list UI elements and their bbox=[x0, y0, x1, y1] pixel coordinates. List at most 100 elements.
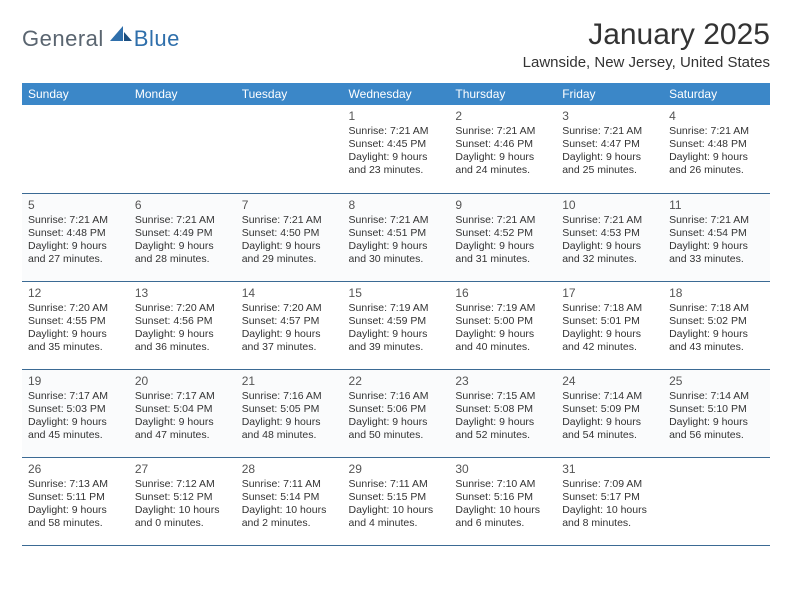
day-info: Sunrise: 7:21 AMSunset: 4:47 PMDaylight:… bbox=[562, 125, 657, 178]
sunset-text: Sunset: 4:50 PM bbox=[242, 227, 337, 240]
day-cell: 26Sunrise: 7:13 AMSunset: 5:11 PMDayligh… bbox=[22, 457, 129, 545]
day-header: Friday bbox=[556, 83, 663, 105]
day-cell: 1Sunrise: 7:21 AMSunset: 4:45 PMDaylight… bbox=[343, 105, 450, 193]
day-number: 10 bbox=[562, 198, 657, 212]
sunrise-text: Sunrise: 7:21 AM bbox=[669, 214, 764, 227]
sunrise-text: Sunrise: 7:18 AM bbox=[562, 302, 657, 315]
sunrise-text: Sunrise: 7:21 AM bbox=[562, 214, 657, 227]
sunset-text: Sunset: 5:04 PM bbox=[135, 403, 230, 416]
day-info: Sunrise: 7:21 AMSunset: 4:46 PMDaylight:… bbox=[455, 125, 550, 178]
sunrise-text: Sunrise: 7:21 AM bbox=[135, 214, 230, 227]
day-number: 11 bbox=[669, 198, 764, 212]
day-number: 27 bbox=[135, 462, 230, 476]
sunset-text: Sunset: 4:57 PM bbox=[242, 315, 337, 328]
day-number: 16 bbox=[455, 286, 550, 300]
day-info: Sunrise: 7:18 AMSunset: 5:01 PMDaylight:… bbox=[562, 302, 657, 355]
day-info: Sunrise: 7:14 AMSunset: 5:09 PMDaylight:… bbox=[562, 390, 657, 443]
sunset-text: Sunset: 4:46 PM bbox=[455, 138, 550, 151]
daylight-text: Daylight: 9 hours and 47 minutes. bbox=[135, 416, 230, 442]
day-cell: 5Sunrise: 7:21 AMSunset: 4:48 PMDaylight… bbox=[22, 193, 129, 281]
daylight-text: Daylight: 9 hours and 58 minutes. bbox=[28, 504, 123, 530]
day-number: 31 bbox=[562, 462, 657, 476]
sunrise-text: Sunrise: 7:21 AM bbox=[455, 125, 550, 138]
day-info: Sunrise: 7:21 AMSunset: 4:54 PMDaylight:… bbox=[669, 214, 764, 267]
day-cell: 15Sunrise: 7:19 AMSunset: 4:59 PMDayligh… bbox=[343, 281, 450, 369]
daylight-text: Daylight: 9 hours and 39 minutes. bbox=[349, 328, 444, 354]
day-info: Sunrise: 7:12 AMSunset: 5:12 PMDaylight:… bbox=[135, 478, 230, 531]
daylight-text: Daylight: 9 hours and 30 minutes. bbox=[349, 240, 444, 266]
day-cell: 28Sunrise: 7:11 AMSunset: 5:14 PMDayligh… bbox=[236, 457, 343, 545]
day-info: Sunrise: 7:14 AMSunset: 5:10 PMDaylight:… bbox=[669, 390, 764, 443]
week-row: 12 Sunrise: 7:20 AMSunset: 4:55 PMDayligh… bbox=[22, 281, 770, 369]
day-header-row: Sunday Monday Tuesday Wednesday Thursday… bbox=[22, 83, 770, 105]
day-info: Sunrise: 7:20 AMSunset: 4:55 PMDaylight:… bbox=[28, 302, 123, 355]
day-number: 7 bbox=[242, 198, 337, 212]
daylight-text: Daylight: 9 hours and 52 minutes. bbox=[455, 416, 550, 442]
day-info: Sunrise: 7:17 AMSunset: 5:04 PMDaylight:… bbox=[135, 390, 230, 443]
day-cell: 13Sunrise: 7:20 AMSunset: 4:56 PMDayligh… bbox=[129, 281, 236, 369]
day-header: Thursday bbox=[449, 83, 556, 105]
day-cell: 18Sunrise: 7:18 AMSunset: 5:02 PMDayligh… bbox=[663, 281, 770, 369]
day-cell: 31 Sunrise: 7:09 AMSunset: 5:17 PMDayligh… bbox=[556, 457, 663, 545]
daylight-text: Daylight: 9 hours and 33 minutes. bbox=[669, 240, 764, 266]
day-number: 9 bbox=[455, 198, 550, 212]
logo-text-general: General bbox=[22, 26, 104, 52]
day-number: 26 bbox=[28, 462, 123, 476]
day-number: 8 bbox=[349, 198, 444, 212]
day-cell: 17Sunrise: 7:18 AMSunset: 5:01 PMDayligh… bbox=[556, 281, 663, 369]
day-cell: 23Sunrise: 7:15 AMSunset: 5:08 PMDayligh… bbox=[449, 369, 556, 457]
sunrise-text: Sunrise: 7:21 AM bbox=[28, 214, 123, 227]
day-info: Sunrise: 7:09 AMSunset: 5:17 PMDaylight:… bbox=[562, 478, 657, 531]
month-title: January 2025 bbox=[523, 18, 770, 52]
sunset-text: Sunset: 5:01 PM bbox=[562, 315, 657, 328]
sunset-text: Sunset: 4:55 PM bbox=[28, 315, 123, 328]
day-number: 12 bbox=[28, 286, 123, 300]
sunrise-text: Sunrise: 7:21 AM bbox=[349, 125, 444, 138]
sunset-text: Sunset: 5:15 PM bbox=[349, 491, 444, 504]
day-info: Sunrise: 7:21 AMSunset: 4:53 PMDaylight:… bbox=[562, 214, 657, 267]
sunset-text: Sunset: 5:06 PM bbox=[349, 403, 444, 416]
day-cell bbox=[22, 105, 129, 193]
daylight-text: Daylight: 9 hours and 43 minutes. bbox=[669, 328, 764, 354]
day-cell: 4 Sunrise: 7:21 AMSunset: 4:48 PMDaylight… bbox=[663, 105, 770, 193]
daylight-text: Daylight: 9 hours and 27 minutes. bbox=[28, 240, 123, 266]
day-number: 4 bbox=[669, 109, 764, 123]
header: General Blue January 2025 Lawnside, New … bbox=[22, 18, 770, 71]
sunset-text: Sunset: 4:51 PM bbox=[349, 227, 444, 240]
day-cell bbox=[236, 105, 343, 193]
daylight-text: Daylight: 9 hours and 42 minutes. bbox=[562, 328, 657, 354]
day-cell: 14Sunrise: 7:20 AMSunset: 4:57 PMDayligh… bbox=[236, 281, 343, 369]
sunrise-text: Sunrise: 7:21 AM bbox=[669, 125, 764, 138]
day-cell bbox=[663, 457, 770, 545]
day-cell: 27 Sunrise: 7:12 AMSunset: 5:12 PMDayligh… bbox=[129, 457, 236, 545]
sunrise-text: Sunrise: 7:21 AM bbox=[455, 214, 550, 227]
sunset-text: Sunset: 5:14 PM bbox=[242, 491, 337, 504]
daylight-text: Daylight: 10 hours and 4 minutes. bbox=[349, 504, 444, 530]
sunset-text: Sunset: 4:48 PM bbox=[669, 138, 764, 151]
day-number: 21 bbox=[242, 374, 337, 388]
day-number: 18 bbox=[669, 286, 764, 300]
title-block: January 2025 Lawnside, New Jersey, Unite… bbox=[523, 18, 770, 71]
daylight-text: Daylight: 9 hours and 50 minutes. bbox=[349, 416, 444, 442]
day-number: 1 bbox=[349, 109, 444, 123]
day-cell: 16Sunrise: 7:19 AMSunset: 5:00 PMDayligh… bbox=[449, 281, 556, 369]
day-cell: 20Sunrise: 7:17 AMSunset: 5:04 PMDayligh… bbox=[129, 369, 236, 457]
sunset-text: Sunset: 4:56 PM bbox=[135, 315, 230, 328]
day-number: 5 bbox=[28, 198, 123, 212]
day-cell: 8Sunrise: 7:21 AMSunset: 4:51 PMDaylight… bbox=[343, 193, 450, 281]
day-number: 24 bbox=[562, 374, 657, 388]
day-number: 22 bbox=[349, 374, 444, 388]
day-cell: 3Sunrise: 7:21 AMSunset: 4:47 PMDaylight… bbox=[556, 105, 663, 193]
day-info: Sunrise: 7:21 AMSunset: 4:48 PMDaylight:… bbox=[669, 125, 764, 178]
day-header: Wednesday bbox=[343, 83, 450, 105]
daylight-text: Daylight: 10 hours and 0 minutes. bbox=[135, 504, 230, 530]
daylight-text: Daylight: 9 hours and 25 minutes. bbox=[562, 151, 657, 177]
sunset-text: Sunset: 5:05 PM bbox=[242, 403, 337, 416]
sunset-text: Sunset: 5:17 PM bbox=[562, 491, 657, 504]
day-number: 30 bbox=[455, 462, 550, 476]
daylight-text: Daylight: 9 hours and 37 minutes. bbox=[242, 328, 337, 354]
day-cell: 10 Sunrise: 7:21 AMSunset: 4:53 PMDayligh… bbox=[556, 193, 663, 281]
sunrise-text: Sunrise: 7:12 AM bbox=[135, 478, 230, 491]
sunset-text: Sunset: 4:53 PM bbox=[562, 227, 657, 240]
day-cell: 2Sunrise: 7:21 AMSunset: 4:46 PMDaylight… bbox=[449, 105, 556, 193]
